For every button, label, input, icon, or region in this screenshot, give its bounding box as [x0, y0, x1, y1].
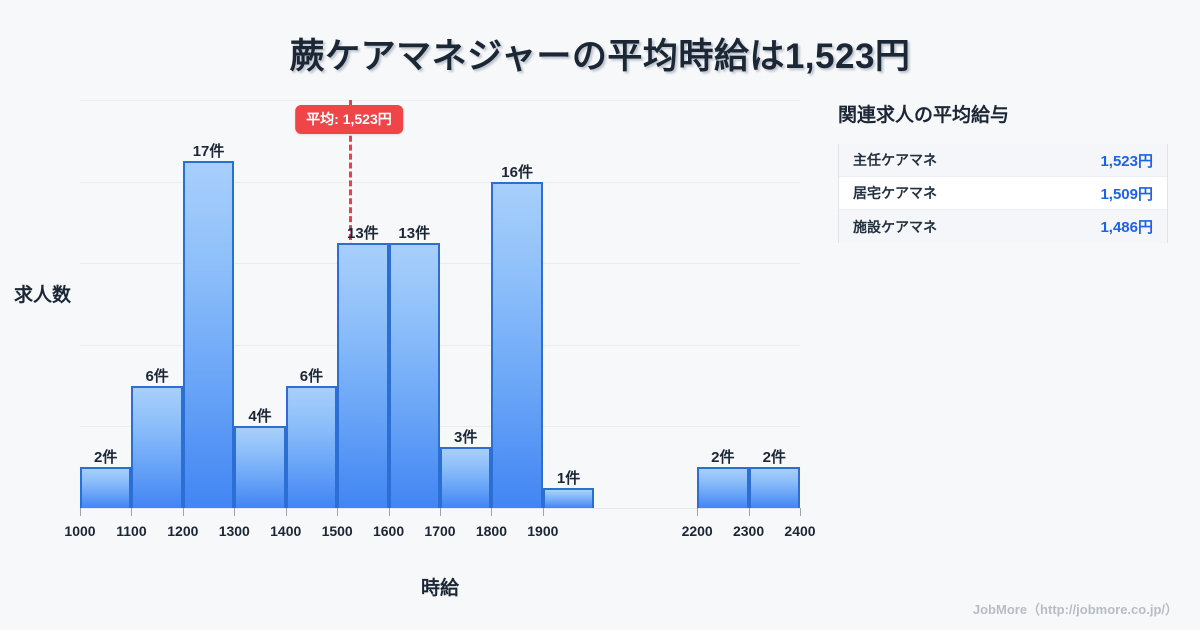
x-axis-tick-label: 1300: [218, 523, 250, 539]
x-axis-tick: [131, 508, 133, 516]
histogram-bar[interactable]: [80, 467, 132, 508]
histogram-bar[interactable]: [131, 385, 183, 508]
page-title: 蕨ケアマネジャーの平均時給は1,523円: [289, 37, 911, 76]
related-salary-panel: 関連求人の平均給与 主任ケアマネ 1,523円居宅ケアマネ 1,509円施設ケアマネ…: [838, 100, 1168, 243]
bar-value-label: 2件: [762, 449, 786, 467]
x-axis-tick-label: 1000: [64, 523, 96, 539]
x-axis-tick-label: 1600: [372, 523, 405, 539]
histogram-bar[interactable]: [234, 426, 286, 508]
gridline: [80, 100, 800, 101]
x-axis-tick: [491, 508, 493, 516]
bar-value-label: 6件: [299, 367, 324, 385]
x-axis-tick-label: 2300: [732, 523, 765, 539]
x-axis-tick: [182, 508, 184, 516]
salary-row-value: 1,523円: [1100, 152, 1153, 170]
x-axis-tick: [748, 508, 750, 516]
bar-value-label: 1件: [556, 469, 581, 487]
x-axis-tick-label: 1200: [167, 523, 199, 539]
x-axis-tick-label: 1500: [321, 523, 353, 539]
average-badge: 平均: 1,523円: [295, 105, 403, 134]
x-axis-tick: [285, 508, 287, 516]
y-axis-title: 求人数: [14, 285, 72, 306]
bar-value-label: 13件: [398, 224, 431, 242]
x-axis-tick: [697, 508, 699, 516]
bar-value-label: 6件: [145, 367, 169, 385]
histogram-bar[interactable]: [182, 161, 235, 508]
bar-value-label: 17件: [192, 143, 225, 161]
salary-row-value: 1,486円: [1100, 219, 1153, 236]
x-axis-tick-label: 1400: [270, 523, 302, 539]
x-axis-tick-label: 1800: [475, 523, 507, 539]
salary-row-value: 1,509円: [1100, 185, 1153, 203]
salary-row[interactable]: 施設ケアマネ 1,486円: [839, 210, 1167, 243]
x-axis-tick: [388, 508, 390, 516]
histogram-bar[interactable]: [388, 242, 440, 508]
x-axis-tick: [800, 508, 801, 516]
histogram-bar[interactable]: [748, 467, 800, 508]
salary-row[interactable]: 居宅ケアマネ 1,509円: [839, 177, 1167, 210]
salary-table: 主任ケアマネ 1,523円居宅ケアマネ 1,509円施設ケアマネ 1,486円: [838, 144, 1168, 243]
x-axis-tick: [234, 508, 236, 516]
gridline: [80, 344, 800, 346]
bar-value-label: 4件: [248, 408, 272, 426]
x-axis-tick: [337, 508, 339, 516]
salary-row[interactable]: 主任ケアマネ 1,523円: [839, 144, 1167, 177]
gridline: [80, 181, 800, 183]
salary-row-name: 施設ケアマネ: [853, 218, 937, 235]
x-axis-tick-label: 1100: [116, 523, 147, 539]
salary-row-name: 居宅ケアマネ: [853, 185, 937, 201]
salary-row-name: 主任ケアマネ: [853, 152, 937, 168]
x-axis-tick: [542, 508, 544, 516]
histogram-bar[interactable]: [542, 487, 595, 508]
histogram-bar[interactable]: [440, 446, 492, 508]
gridline: [80, 263, 800, 265]
histogram-bar[interactable]: [337, 242, 389, 508]
related-salary-title: 関連求人の平均給与: [838, 105, 1010, 126]
x-axis-tick-label: 2400: [784, 523, 816, 539]
gridline: [80, 426, 800, 428]
bar-value-label: 2件: [94, 449, 118, 467]
histogram-bar[interactable]: [491, 181, 543, 508]
x-axis-tick-label: 1700: [424, 523, 456, 539]
x-axis-tick: [80, 508, 81, 516]
watermark: JobMore（http://jobmore.co.jp/）: [972, 602, 1178, 617]
x-axis-tick-label: 2200: [681, 523, 713, 539]
bar-value-label: 13件: [347, 224, 379, 242]
histogram-bar[interactable]: [285, 385, 338, 508]
x-axis-title: 時給: [420, 578, 459, 599]
histogram-bar[interactable]: [697, 467, 749, 508]
x-axis-tick: [440, 508, 441, 516]
bar-value-label: 3件: [454, 428, 478, 446]
bar-value-label: 2件: [711, 449, 735, 467]
x-axis-tick-label: 1900: [527, 523, 559, 539]
bar-value-label: 16件: [501, 163, 533, 181]
